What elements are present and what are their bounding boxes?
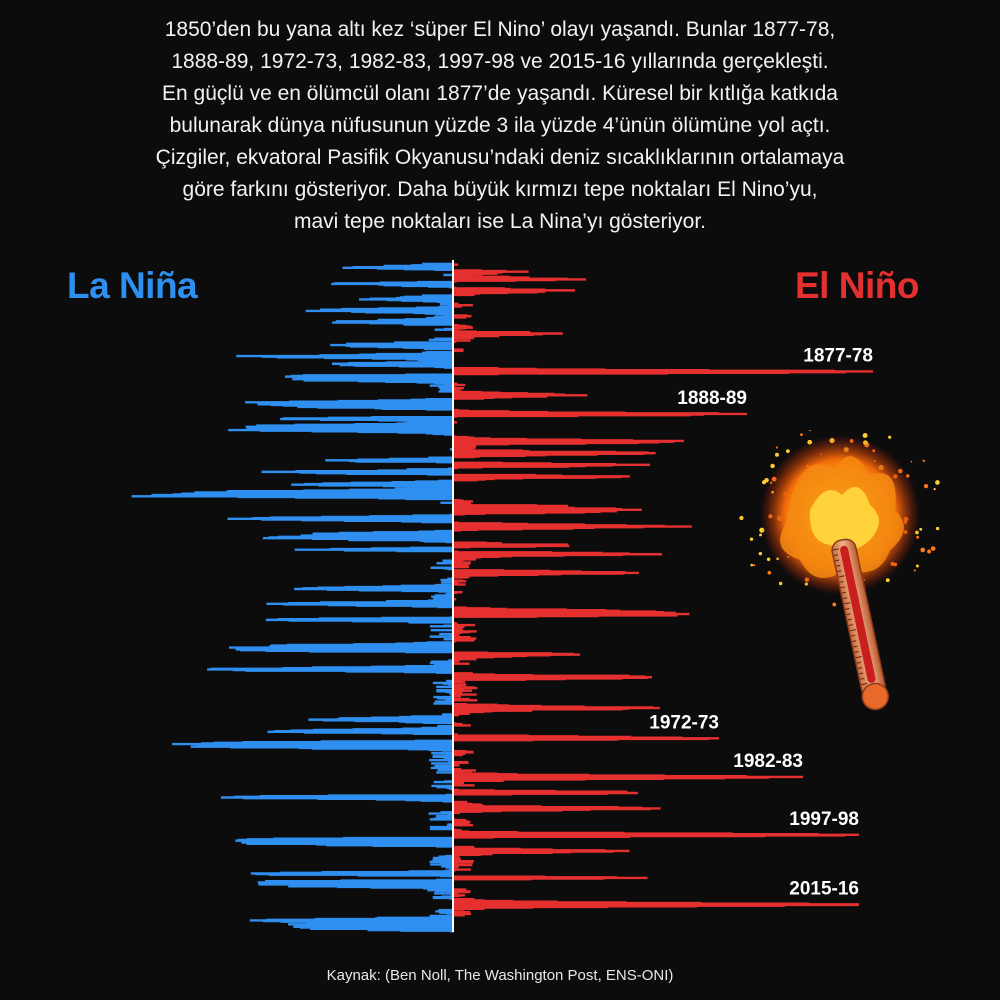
la-nina-anomaly-series xyxy=(131,262,453,933)
event-label-1888-89: 1888-89 xyxy=(677,388,747,409)
event-label-1982-83: 1982-83 xyxy=(733,751,803,772)
burning-thermometer-icon xyxy=(739,430,940,711)
intro-line: 1888-89, 1972-73, 1982-83, 1997-98 ve 20… xyxy=(171,50,829,73)
intro-line: mavi tepe noktaları ise La Nina’yı göste… xyxy=(293,210,707,233)
intro-line: Çizgiler, ekvatoral Pasifik Okyanusu’nda… xyxy=(155,146,845,169)
event-label-1997-98: 1997-98 xyxy=(789,809,859,830)
source-note: Kaynak: (Ben Noll, The Washington Post, … xyxy=(326,967,674,984)
el-nino-anomaly-series xyxy=(453,263,873,917)
event-label-2015-16: 2015-16 xyxy=(789,879,859,900)
intro-line: bulunarak dünya nüfusunun yüzde 3 ila yü… xyxy=(169,114,831,137)
super-el-nino-labels: 1877-78 1888-89 1972-73 1982-83 1997-98 2015-… xyxy=(649,346,873,900)
intro-text: 1850’den bu yana altı kez ‘süper El Nino… xyxy=(40,14,960,238)
event-label-1972-73: 1972-73 xyxy=(649,713,719,734)
event-label-1877-78: 1877-78 xyxy=(803,346,873,367)
intro-line: 1850’den bu yana altı kez ‘süper El Nino… xyxy=(164,18,836,41)
intro-line: En güçlü ve en ölümcül olanı 1877’de yaş… xyxy=(162,82,838,105)
la-nina-label: La Niña xyxy=(67,265,198,306)
intro-line: göre farkını gösteriyor. Daha büyük kırm… xyxy=(182,178,818,201)
el-nino-label: El Niño xyxy=(795,265,919,306)
